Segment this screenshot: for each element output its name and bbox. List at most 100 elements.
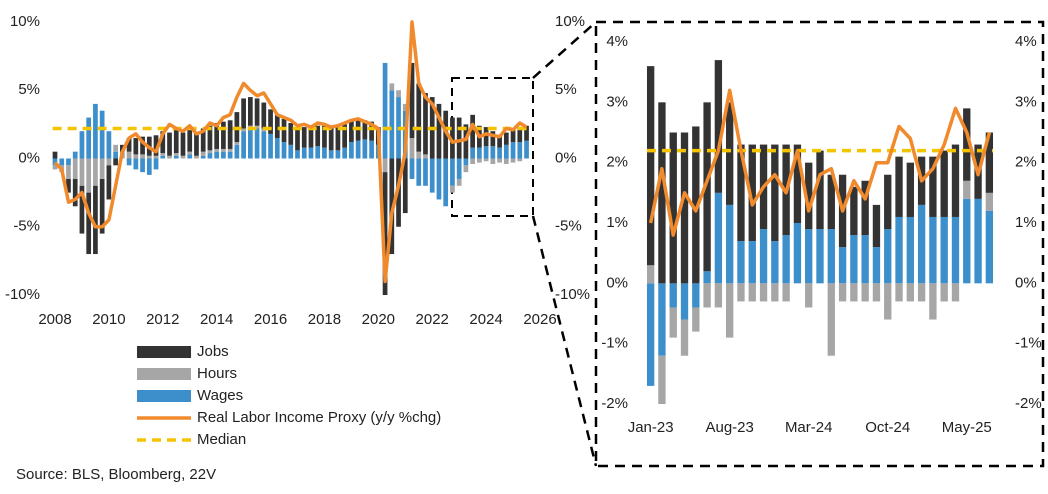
bar [295, 128, 300, 151]
bar [221, 121, 226, 149]
bar [187, 151, 193, 155]
bar [483, 146, 489, 159]
legend-label: Hours [197, 365, 237, 382]
bar [247, 97, 253, 126]
bar [669, 283, 677, 308]
bar [335, 127, 341, 151]
bar [416, 151, 422, 159]
bar [929, 216, 937, 284]
bar [268, 109, 273, 134]
bar [477, 158, 482, 163]
bar [106, 131, 112, 159]
bar [52, 165, 58, 170]
zoom-frame [594, 20, 1045, 468]
bar [827, 174, 835, 230]
bar [658, 102, 666, 284]
bar [79, 158, 85, 186]
bar [187, 154, 193, 159]
legend-label: Wages [197, 387, 243, 404]
bar [274, 138, 280, 159]
income-line [648, 88, 992, 237]
y-tick-label: 2% [606, 154, 628, 171]
bar [214, 148, 220, 152]
bar [79, 185, 85, 234]
x-tick-label: 2010 [92, 311, 125, 328]
bar [524, 140, 529, 159]
bar [463, 158, 469, 166]
income-line [53, 20, 528, 284]
bar [463, 124, 469, 159]
bar [126, 138, 132, 152]
bar [227, 151, 233, 159]
x-tick-label: 2022 [416, 311, 449, 328]
bar [86, 192, 92, 255]
bar [187, 129, 193, 152]
bar [985, 132, 994, 193]
bar [669, 307, 677, 338]
bar [308, 127, 314, 148]
bar [748, 283, 756, 302]
y-tick-label: 3% [606, 93, 628, 110]
bar [66, 165, 71, 179]
legend-label: Real Labor Income Proxy (y/y %chg) [197, 409, 441, 426]
bar [726, 102, 734, 205]
bar [214, 151, 220, 159]
bar [470, 147, 475, 159]
bar [72, 178, 78, 207]
bar [782, 235, 790, 284]
bar [861, 235, 869, 284]
bar [974, 198, 982, 284]
bar [247, 128, 253, 159]
y2-tick-label: -10% [555, 286, 590, 303]
bar [140, 158, 145, 173]
bar [180, 155, 186, 159]
bar [241, 98, 246, 129]
bar [497, 158, 502, 163]
bar [985, 210, 994, 284]
y-tick-label: 1% [606, 214, 628, 231]
bar [906, 283, 914, 302]
bar [362, 120, 368, 140]
bar [483, 158, 489, 162]
legend-swatch [137, 346, 191, 358]
bar [951, 216, 960, 284]
bar [106, 158, 112, 166]
bar [416, 158, 422, 186]
y2-tick-label: 10% [555, 13, 585, 30]
x-tick-label: 2014 [200, 311, 233, 328]
y2-tick-label: 0% [555, 149, 577, 166]
bar [456, 117, 462, 159]
bar [72, 151, 78, 159]
bar [463, 165, 469, 173]
bar [295, 150, 300, 159]
bar [274, 114, 280, 139]
legend-swatch [137, 390, 191, 402]
bar [221, 151, 226, 159]
bar [93, 103, 98, 159]
bar [517, 142, 523, 159]
legend-swatch [137, 368, 191, 380]
x-tick-label: 2016 [254, 311, 287, 328]
y2-tick-label: 0% [1015, 274, 1037, 291]
bar [872, 204, 881, 248]
bar [816, 229, 824, 284]
bar [895, 156, 903, 217]
bar [342, 124, 348, 148]
bar [66, 178, 71, 193]
bar [503, 158, 509, 164]
y2-tick-label: 4% [1015, 33, 1037, 50]
bar [409, 62, 415, 139]
bar [200, 128, 206, 152]
x-tick-label: Oct-24 [865, 419, 910, 436]
bar [93, 158, 98, 186]
bar [200, 155, 206, 159]
bar [281, 118, 287, 143]
bar [951, 144, 960, 217]
x-tick-label: Jan-23 [628, 419, 674, 436]
y-tick-label: -10% [5, 286, 40, 303]
bar [99, 178, 105, 234]
legend-label: Jobs [197, 343, 229, 360]
bar [827, 283, 835, 356]
bar [52, 158, 58, 166]
